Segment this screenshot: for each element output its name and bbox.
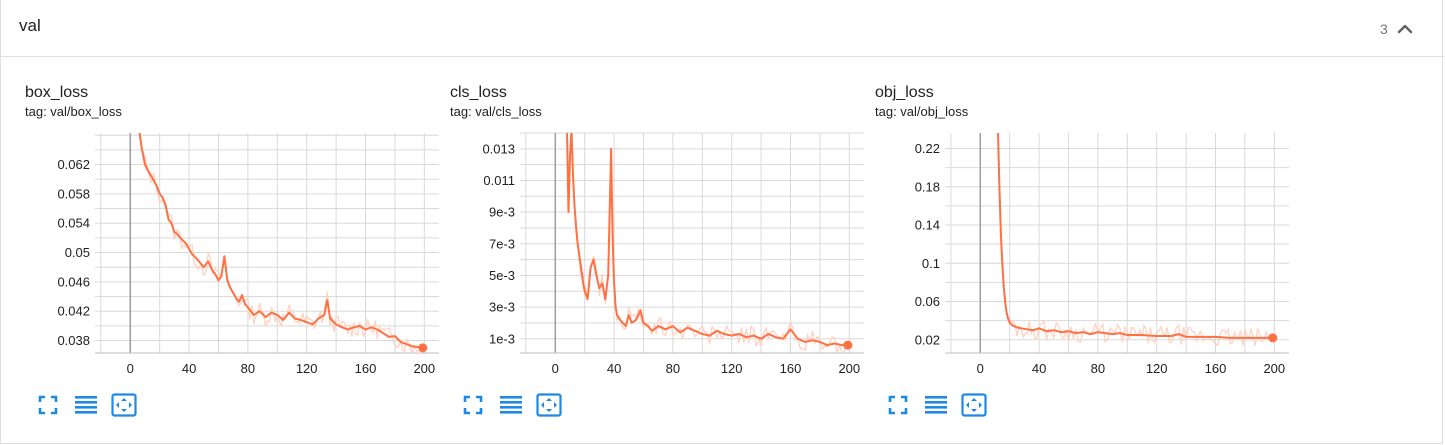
card-tag: tag: val/cls_loss xyxy=(450,104,542,119)
fullscreen-icon[interactable] xyxy=(885,392,911,418)
group-title: val xyxy=(19,16,41,35)
y-tick-label: 0.14 xyxy=(915,218,940,233)
y-tick-label: 0.058 xyxy=(57,186,90,201)
x-tick-label: 160 xyxy=(780,361,802,376)
x-tick-label: 0 xyxy=(977,361,984,376)
x-tick-label: 80 xyxy=(666,361,680,376)
fit-domain-icon[interactable] xyxy=(961,392,987,418)
y-tick-label: 0.22 xyxy=(915,141,940,156)
y-tick-label: 0.062 xyxy=(57,157,90,172)
x-tick-label: 200 xyxy=(413,361,435,376)
x-tick-label: 40 xyxy=(182,361,196,376)
x-tick-label: 0 xyxy=(127,361,134,376)
x-tick-label: 160 xyxy=(1205,361,1227,376)
y-tick-label: 0.054 xyxy=(57,216,90,231)
line-chart[interactable]: 0.038 0.042 0.046 0.05 0.054 0.058 0.062 0 40 80 1… xyxy=(25,127,450,387)
y-tick-label: 0.18 xyxy=(915,179,940,194)
scalar-card-cls-loss: cls_loss tag: val/cls_loss 1e-3 3e-3 5e-3 7… xyxy=(450,57,875,442)
x-tick-label: 120 xyxy=(721,361,743,376)
group-header[interactable]: val 3 xyxy=(1,0,1444,57)
x-tick-label: 200 xyxy=(1263,361,1285,376)
series-line xyxy=(996,133,1273,339)
y-tick-label: 1e-3 xyxy=(489,331,515,346)
fit-domain-icon[interactable] xyxy=(111,392,137,418)
card-tag: tag: val/obj_loss xyxy=(875,104,969,119)
fit-domain-icon[interactable] xyxy=(536,392,562,418)
x-tick-label: 40 xyxy=(607,361,621,376)
y-tick-label: 0.042 xyxy=(57,304,90,319)
x-tick-label: 120 xyxy=(1146,361,1168,376)
y-tick-label: 0.1 xyxy=(922,256,940,271)
x-tick-label: 80 xyxy=(1091,361,1105,376)
chevron-up-icon[interactable] xyxy=(1396,20,1414,38)
last-point-marker xyxy=(1268,333,1278,343)
y-tick-label: 0.038 xyxy=(57,333,90,348)
x-tick-label: 120 xyxy=(296,361,318,376)
card-title: box_loss xyxy=(25,84,89,101)
y-tick-label: 0.013 xyxy=(482,141,515,156)
fullscreen-icon[interactable] xyxy=(35,392,61,418)
x-tick-label: 0 xyxy=(552,361,559,376)
series-line xyxy=(566,133,848,347)
line-chart[interactable]: 0.02 0.06 0.1 0.14 0.18 0.22 0 40 80 120 160 200 xyxy=(875,127,1300,387)
raw-series-line xyxy=(139,133,422,353)
y-tick-label: 0.06 xyxy=(915,294,940,309)
scalar-card-box-loss: box_loss tag: val/box_loss 0.038 0.042 0.0… xyxy=(25,57,450,442)
y-tick-label: 3e-3 xyxy=(489,300,515,315)
y-tick-label: 7e-3 xyxy=(489,236,515,251)
x-tick-label: 160 xyxy=(355,361,377,376)
y-tick-label: 0.046 xyxy=(57,274,90,289)
last-point-marker xyxy=(843,340,853,350)
card-title: obj_loss xyxy=(875,84,934,101)
series-line xyxy=(138,133,423,349)
fullscreen-icon[interactable] xyxy=(460,392,486,418)
toggle-log-scale-icon[interactable] xyxy=(923,392,949,418)
card-tag: tag: val/box_loss xyxy=(25,104,122,119)
y-tick-label: 5e-3 xyxy=(489,268,515,283)
line-chart[interactable]: 1e-3 3e-3 5e-3 7e-3 9e-3 0.011 0.013 0 40 80 120 16… xyxy=(450,127,875,387)
y-tick-label: 0.011 xyxy=(483,173,515,188)
x-tick-label: 200 xyxy=(838,361,860,376)
group-card-count: 3 xyxy=(1380,21,1388,37)
y-tick-label: 0.02 xyxy=(915,332,940,347)
toggle-log-scale-icon[interactable] xyxy=(498,392,524,418)
last-point-marker xyxy=(418,343,428,353)
card-title: cls_loss xyxy=(450,84,507,101)
toggle-log-scale-icon[interactable] xyxy=(73,392,99,418)
y-tick-label: 9e-3 xyxy=(489,205,515,220)
y-tick-label: 0.05 xyxy=(65,245,90,260)
x-tick-label: 80 xyxy=(241,361,255,376)
x-tick-label: 40 xyxy=(1032,361,1046,376)
scalar-card-obj-loss: obj_loss tag: val/obj_loss 0.02 0.06 0.1 0.… xyxy=(875,57,1300,442)
